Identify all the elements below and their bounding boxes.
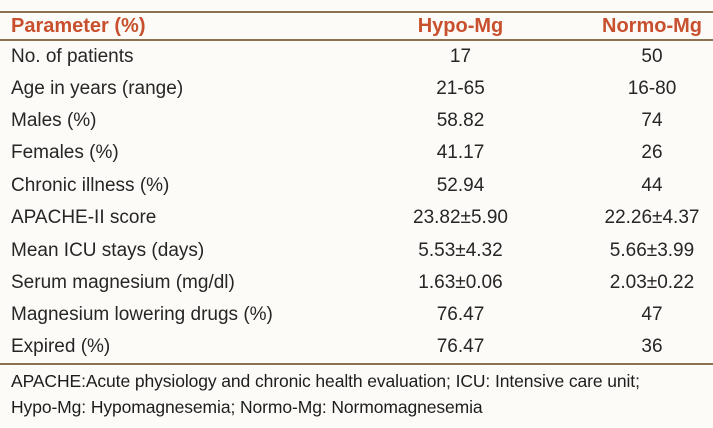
normo-value-cell: 22.26±4.37 (604, 207, 700, 229)
table-row: Age in years (range) 21-65 16-80 (0, 72, 713, 104)
normo-value-cell: 16-80 (627, 77, 677, 99)
table-row: Magnesium lowering drugs (%) 76.47 47 (0, 299, 713, 331)
hypo-value-cell: 41.17 (436, 142, 485, 164)
normo-value-cell: 50 (641, 45, 663, 67)
normo-value-cell: 26 (641, 142, 663, 164)
param-cell: Chronic illness (%) (11, 174, 170, 196)
hypo-value-cell: 17 (449, 45, 472, 67)
param-cell: Expired (%) (0, 331, 330, 365)
table-row: Chronic illness (%) 52.94 44 (0, 170, 713, 202)
normo-value-cell: 74 (641, 109, 663, 131)
header-row: Parameter (%) Hypo-Mg Normo-Mg (0, 11, 713, 41)
hypo-value-cell: 23.82±5.90 (413, 207, 508, 229)
footnote-line-abbreviations-1: APACHE:Acute physiology and chronic heal… (11, 370, 640, 391)
hypo-value-cell: 76.47 (436, 304, 485, 326)
param-cell: Mean ICU stays (days) (11, 239, 205, 261)
param-cell: No. of patients (11, 45, 134, 67)
param-cell: Age in years (range) (11, 77, 184, 99)
hypo-value-cell: 1.63±0.06 (418, 271, 503, 293)
hypo-value-cell: 58.82 (436, 109, 485, 131)
normo-value-cell: 47 (641, 304, 663, 326)
normo-value-cell: 5.66±3.99 (609, 239, 695, 261)
table-row: APACHE-II score 23.82±5.90 22.26±4.37 (0, 202, 713, 234)
hypo-value-cell: 52.94 (436, 174, 485, 196)
hypo-value-cell: 76.47 (330, 331, 591, 365)
table-row: Serum magnesium (mg/dl) 1.63±0.06 2.03±0… (0, 267, 713, 299)
table-row: No. of patients 17 50 (0, 40, 713, 72)
normo-value-cell: 2.03±0.22 (609, 271, 695, 293)
param-cell: Serum magnesium (mg/dl) (11, 271, 235, 293)
table-row: Expired (%) 76.47 36 (0, 331, 713, 365)
footnote-line-abbreviations-2: Hypo-Mg: Hypomagnesemia; Normo-Mg: Normo… (11, 396, 483, 417)
normo-value-cell: 36 (591, 331, 713, 365)
param-cell: APACHE-II score (11, 207, 157, 229)
comparison-table: Parameter (%) Hypo-Mg Normo-Mg No. of pa… (0, 11, 713, 365)
table-row: Mean ICU stays (days) 5.53±4.32 5.66±3.9… (0, 234, 713, 266)
param-cell: Females (%) (11, 142, 119, 164)
column-header-hypo-mg: Hypo-Mg (330, 11, 591, 41)
hypo-value-cell: 21-65 (436, 77, 485, 99)
hypo-value-cell: 5.53±4.32 (418, 239, 503, 261)
param-cell: Males (%) (11, 109, 97, 131)
normo-value-cell: 44 (641, 174, 663, 196)
table-row: Females (%) 41.17 26 (0, 137, 713, 169)
table-row: Males (%) 58.82 74 (0, 105, 713, 137)
column-header-normo-mg: Normo-Mg (591, 11, 713, 41)
table-footnote: APACHE:Acute physiology and chronic heal… (0, 365, 713, 420)
journal-table-figure: Parameter (%) Hypo-Mg Normo-Mg No. of pa… (0, 11, 713, 428)
column-header-parameter: Parameter (%) (0, 11, 330, 41)
param-cell: Magnesium lowering drugs (%) (11, 304, 273, 326)
